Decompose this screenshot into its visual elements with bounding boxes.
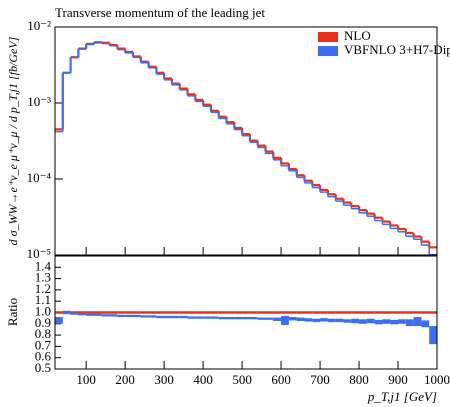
ratio-band: [265, 317, 274, 320]
ratio-band: [117, 314, 126, 318]
ratio-band: [179, 315, 188, 319]
y-tick-label: 1.3: [35, 270, 51, 285]
ratio-band: [93, 313, 102, 316]
ratio-band: [343, 319, 352, 323]
y-tick-label: 10⁻⁴: [27, 170, 52, 185]
x-tick-label: 300: [154, 372, 174, 387]
ratio-band: [226, 317, 235, 320]
ratio-band: [125, 314, 133, 318]
ratio-band: [366, 318, 375, 324]
x-tick-label: 400: [193, 372, 213, 387]
ratio-band: [296, 317, 305, 321]
ratio-band: [429, 326, 437, 345]
y-tick-label: 1.4: [35, 258, 52, 273]
x-axis-label: p_T,j1 [GeV]: [367, 389, 437, 404]
ratio-band: [421, 320, 430, 328]
x-tick-label: 200: [115, 372, 135, 387]
ratio-band: [132, 314, 141, 318]
ratio-band: [405, 319, 414, 327]
ratio-band: [257, 317, 266, 320]
ratio-band: [187, 316, 196, 319]
ratio-band: [413, 317, 422, 327]
x-tick-label: 700: [310, 372, 330, 387]
y-tick-label: 10⁻⁵: [27, 246, 51, 261]
ratio-band: [288, 317, 297, 321]
ratio-band: [164, 315, 172, 319]
ratio-band: [101, 314, 110, 317]
ratio-band: [171, 315, 180, 319]
ratio-band: [203, 316, 211, 319]
y-tick-label: 0.9: [35, 315, 51, 330]
ratio-band: [70, 312, 79, 315]
ratio-band: [242, 317, 250, 320]
ratio-band: [382, 319, 391, 324]
x-tick-label: 900: [388, 372, 408, 387]
ratio-band: [320, 318, 328, 322]
ratio-band: [156, 315, 165, 319]
x-tick-label: 600: [271, 372, 291, 387]
ratio-band: [374, 319, 383, 325]
ratio-band: [304, 318, 313, 322]
ratio-band: [327, 318, 336, 323]
ratio-y-label: Ratio: [5, 298, 20, 326]
x-tick-label: 1000: [424, 372, 450, 387]
ratio-band: [86, 313, 94, 316]
legend-label: NLO: [344, 28, 371, 43]
panel-frame: [54, 255, 438, 370]
ratio-band: [78, 313, 87, 316]
ratio-band: [273, 317, 282, 321]
ratio-band: [351, 318, 360, 324]
legend-swatch: [318, 46, 338, 56]
ratio-band: [140, 315, 149, 318]
y-tick-label: 1.2: [35, 281, 51, 296]
y-tick-label: 1.1: [35, 292, 51, 307]
ratio-band: [312, 318, 321, 323]
y-tick-label: 10⁻²: [27, 18, 51, 33]
y-tick-label: 1.0: [35, 303, 51, 318]
ratio-band: [218, 317, 227, 320]
ratio-band: [148, 315, 157, 318]
ratio-band: [195, 316, 204, 319]
y-tick-label: 0.6: [35, 349, 52, 364]
legend-label: VBFNLO 3+H7-Dipole: [344, 42, 450, 57]
y-axis-label: d σ_WW→e⁺ν_e μ⁺ν_μ / d p_T,j1 [fb/GeV]: [6, 36, 20, 245]
y-tick-label: 0.7: [35, 337, 52, 352]
x-tick-label: 100: [76, 372, 96, 387]
x-tick-label: 500: [232, 372, 252, 387]
ratio-band: [281, 315, 289, 325]
legend-swatch: [318, 32, 338, 42]
ratio-band: [359, 319, 367, 324]
y-tick-label: 0.5: [35, 360, 51, 375]
ratio-band: [210, 316, 219, 319]
ratio-band: [109, 314, 118, 317]
y-tick-label: 0.8: [35, 326, 51, 341]
ratio-band: [55, 317, 63, 324]
ratio-band: [335, 318, 344, 323]
ratio-band: [390, 319, 399, 325]
ratio-band: [398, 319, 406, 324]
panel-frame: [54, 26, 438, 256]
ratio-band: [62, 310, 71, 315]
x-tick-label: 800: [349, 372, 369, 387]
ratio-band: [249, 317, 258, 320]
chart-title: Transverse momentum of the leading jet: [55, 5, 265, 20]
y-tick-label: 10⁻³: [27, 94, 51, 109]
ratio-band: [234, 317, 243, 320]
